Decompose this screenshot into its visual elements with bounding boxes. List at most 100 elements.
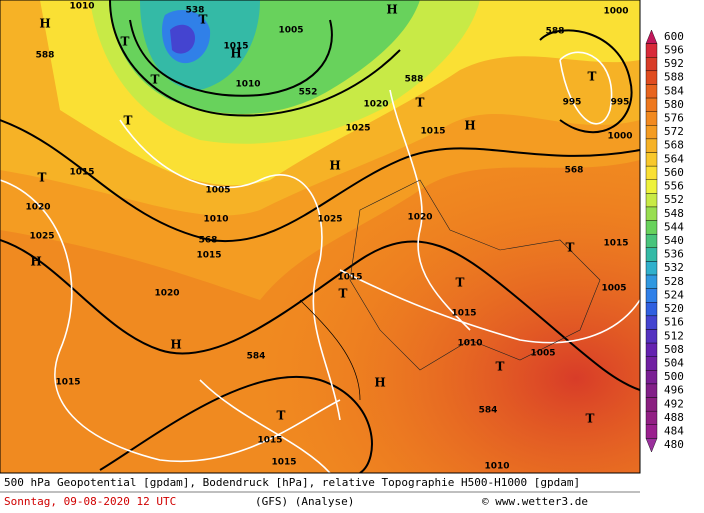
- legend-label: 560: [664, 166, 684, 179]
- legend-label: 556: [664, 180, 684, 193]
- legend-label: 532: [664, 261, 684, 274]
- isoline-label: 1010: [457, 339, 482, 349]
- legend-swatch: [645, 165, 658, 180]
- isoline-label: 584: [479, 406, 498, 416]
- pressure-center-label: T: [456, 276, 465, 290]
- isoline-label: 1005: [601, 284, 626, 294]
- legend-swatch: [645, 302, 658, 317]
- isoline-label: 1020: [363, 100, 388, 110]
- isoline-label: 568: [199, 236, 218, 246]
- isoline-label: 1020: [25, 203, 50, 213]
- isoline-label: 1015: [69, 168, 94, 178]
- legend-label: 588: [664, 71, 684, 84]
- isoline-label: 1010: [69, 2, 94, 12]
- pressure-center-label: T: [496, 360, 505, 374]
- legend-label: 488: [664, 411, 684, 424]
- legend-swatch: [645, 179, 658, 194]
- legend-label: 544: [664, 220, 684, 233]
- legend-label: 572: [664, 125, 684, 138]
- pressure-center-label: T: [121, 35, 130, 49]
- footer-description: 500 hPa Geopotential [gpdam], Bodendruck…: [4, 476, 580, 489]
- isoline-label: 588: [546, 27, 565, 37]
- isoline-label: 552: [299, 88, 318, 98]
- legend-swatch: [645, 397, 658, 412]
- footer-credit: © www.wetter3.de: [482, 495, 588, 508]
- isoline-label: 1015: [223, 42, 248, 52]
- legend-label: 504: [664, 357, 684, 370]
- legend-label: 552: [664, 193, 684, 206]
- legend-label: 492: [664, 397, 684, 410]
- pressure-center-label: T: [586, 412, 595, 426]
- pressure-center-label: T: [124, 114, 133, 128]
- legend-swatch: [645, 247, 658, 262]
- pressure-center-label: H: [39, 17, 50, 31]
- legend-swatch: [645, 356, 658, 371]
- isoline-label: 1000: [603, 7, 628, 17]
- pressure-center-label: H: [30, 255, 41, 269]
- pressure-center-label: T: [199, 13, 208, 27]
- legend-label: 580: [664, 98, 684, 111]
- pressure-center-label: H: [374, 376, 385, 390]
- legend-label: 508: [664, 343, 684, 356]
- isoline-label: 1015: [271, 458, 296, 468]
- legend-swatch: [645, 29, 658, 44]
- isoline-label: 1010: [484, 462, 509, 472]
- pressure-center-label: T: [566, 241, 575, 255]
- legend-label: 592: [664, 57, 684, 70]
- legend-label: 548: [664, 207, 684, 220]
- pressure-center-label: H: [464, 119, 475, 133]
- legend-label: 480: [664, 438, 684, 451]
- isoline-label: 1015: [257, 436, 282, 446]
- legend-swatch: [645, 57, 658, 72]
- isoline-label: 1010: [235, 80, 260, 90]
- isoline-label: 1015: [603, 239, 628, 249]
- isoline-label: 1015: [420, 127, 445, 137]
- legend-swatch: [645, 261, 658, 276]
- isoline-label: 1015: [55, 378, 80, 388]
- isoline-label: 1020: [154, 289, 179, 299]
- isoline-label: 1015: [451, 309, 476, 319]
- legend-label: 596: [664, 43, 684, 56]
- isoline-label: 1005: [205, 186, 230, 196]
- pressure-center-label: T: [416, 96, 425, 110]
- map-field: [0, 0, 640, 473]
- legend-swatch: [645, 43, 658, 58]
- isoline-label: 995: [611, 98, 630, 108]
- legend-label: 576: [664, 111, 684, 124]
- pressure-center-label: H: [329, 159, 340, 173]
- isoline-label: 1025: [29, 232, 54, 242]
- legend-label: 564: [664, 152, 684, 165]
- pressure-center-label: H: [386, 3, 397, 17]
- legend-label: 584: [664, 84, 684, 97]
- isoline-label: 584: [247, 352, 266, 362]
- isoline-label: 1025: [317, 215, 342, 225]
- legend-label: 496: [664, 384, 684, 397]
- isoline-label: 1000: [607, 132, 632, 142]
- legend-swatch: [645, 383, 658, 398]
- legend-swatch: [645, 206, 658, 221]
- legend-swatch: [645, 152, 658, 167]
- legend-swatch: [645, 233, 658, 249]
- legend-label: 600: [664, 30, 684, 43]
- isoline-label: 1005: [530, 349, 555, 359]
- pressure-center-label: H: [170, 338, 181, 352]
- legend-label: 484: [664, 425, 684, 438]
- pressure-center-label: T: [277, 409, 286, 423]
- legend-label: 568: [664, 139, 684, 152]
- legend-swatch: [645, 138, 658, 153]
- pressure-center-label: T: [38, 171, 47, 185]
- legend-label: 528: [664, 275, 684, 288]
- legend-swatch: [645, 125, 658, 140]
- legend-swatch: [645, 193, 658, 208]
- isoline-label: 1025: [345, 124, 370, 134]
- legend-label: 540: [664, 234, 684, 247]
- legend-label: 520: [664, 302, 684, 315]
- legend-label: 524: [664, 288, 684, 301]
- legend-swatch: [645, 288, 658, 303]
- legend-swatch: [645, 70, 658, 85]
- isoline-label: 568: [565, 166, 584, 176]
- legend-swatch: [645, 342, 658, 357]
- legend-swatch: [645, 97, 658, 112]
